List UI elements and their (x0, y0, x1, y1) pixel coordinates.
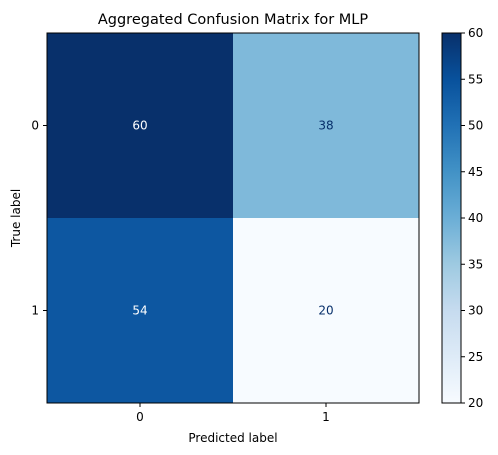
colorbar-tick-label: 35 (468, 257, 483, 271)
colorbar-tick-label: 40 (468, 211, 483, 225)
heatmap-cells (47, 33, 419, 403)
x-axis-label: Predicted label (188, 431, 277, 445)
heatmap-cell (233, 33, 419, 218)
cell-value-label: 54 (132, 304, 147, 318)
y-axis-label: True label (9, 189, 23, 248)
cell-value-label: 38 (318, 119, 333, 133)
y-tick-label: 0 (31, 119, 39, 133)
cell-value-labels: 60 38 54 20 (132, 119, 333, 318)
colorbar-tick-label: 20 (468, 396, 483, 410)
cell-value-label: 20 (318, 304, 333, 318)
x-tick-label: 1 (322, 410, 330, 424)
heatmap-cell (47, 218, 233, 403)
colorbar (441, 32, 462, 404)
colorbar-ticks: 20 25 30 35 40 45 50 55 60 (461, 26, 483, 410)
colorbar-tick-label: 50 (468, 119, 483, 133)
heatmap-cell (233, 218, 419, 403)
chart-title: Aggregated Confusion Matrix for MLP (98, 12, 369, 28)
colorbar-tick-label: 25 (468, 350, 483, 364)
colorbar-tick-label: 30 (468, 304, 483, 318)
colorbar-tick-label: 60 (468, 26, 483, 40)
cell-value-label: 60 (132, 119, 147, 133)
colorbar-tick-label: 45 (468, 165, 483, 179)
heatmap-cell (47, 33, 233, 218)
colorbar-tick-label: 55 (468, 72, 483, 86)
y-axis-ticks: 01 (31, 119, 47, 318)
x-tick-label: 0 (136, 410, 144, 424)
plot-frame (46, 32, 420, 404)
y-tick-label: 1 (31, 304, 39, 318)
